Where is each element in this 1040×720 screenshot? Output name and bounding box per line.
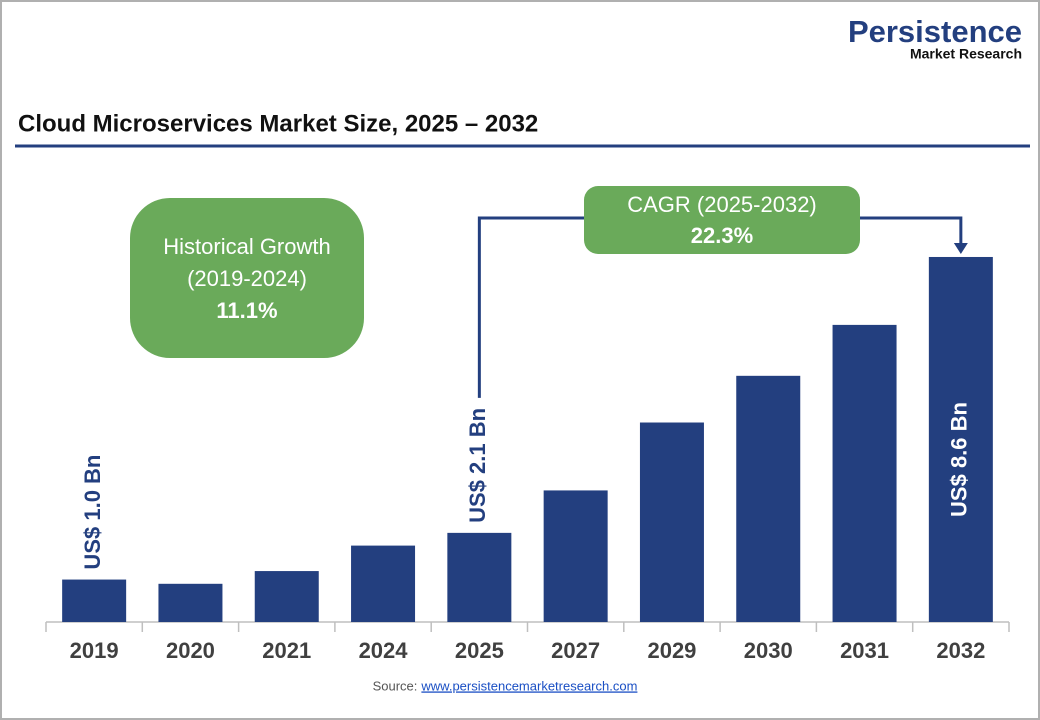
source-label: Source: (373, 678, 418, 693)
cagr-callout (584, 186, 860, 254)
brand-name: Persistence (848, 14, 1022, 49)
historical-callout (130, 198, 364, 358)
callout-value: 22.3% (691, 223, 753, 248)
bar (351, 545, 416, 622)
x-tick-label: 2031 (840, 638, 889, 663)
x-tick-label: 2025 (455, 638, 504, 663)
value-label: US$ 2.1 Bn (465, 408, 490, 523)
cagr-connector (477, 216, 584, 398)
x-tick-label: 2029 (647, 638, 696, 663)
bar (543, 490, 608, 622)
source-link[interactable]: www.persistencemarketresearch.com (420, 678, 637, 693)
bar (832, 324, 897, 622)
callout-text: CAGR (2025-2032) (627, 192, 817, 217)
arrowhead (953, 242, 968, 254)
bar (62, 579, 127, 622)
x-tick-label: 2021 (262, 638, 311, 663)
value-label: US$ 8.6 Bn (947, 402, 972, 517)
bar (447, 532, 512, 622)
callout-text: (2019-2024) (187, 266, 307, 291)
cagr-connector (860, 216, 963, 245)
x-tick-label: 2027 (551, 638, 600, 663)
bar (736, 375, 801, 622)
x-tick-label: 2024 (359, 638, 409, 663)
brand-tagline: Market Research (910, 46, 1022, 62)
bar (639, 422, 704, 622)
x-tick-label: 2032 (936, 638, 985, 663)
x-tick-label: 2030 (744, 638, 793, 663)
bar (928, 256, 993, 622)
value-label: US$ 1.0 Bn (80, 455, 105, 570)
callout-text: Historical Growth (163, 234, 330, 259)
bar (158, 583, 223, 622)
bar (254, 571, 319, 622)
x-tick-label: 2020 (166, 638, 215, 663)
chart-title: Cloud Microservices Market Size, 2025 – … (18, 110, 538, 137)
x-tick-label: 2019 (70, 638, 119, 663)
callout-value: 11.1% (216, 298, 277, 323)
